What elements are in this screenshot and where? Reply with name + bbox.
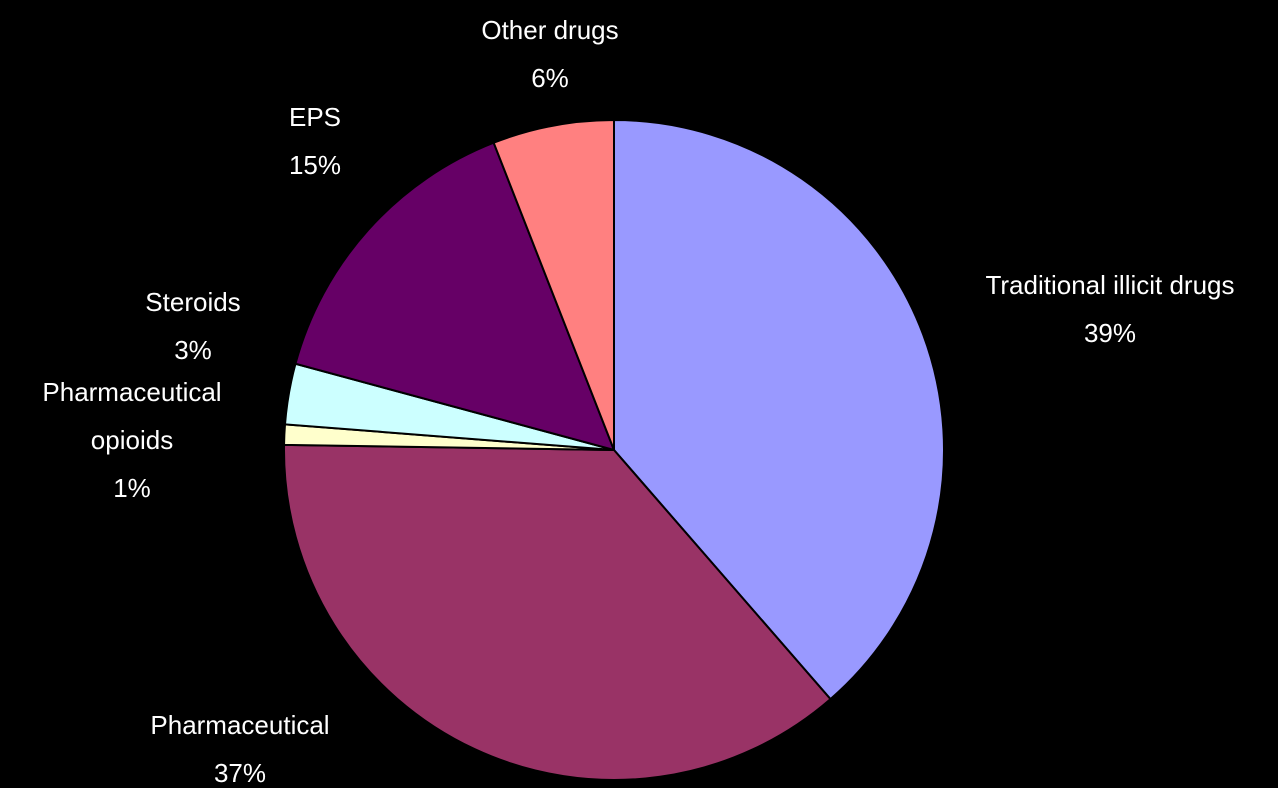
slice-value-label: 39% (1083, 318, 1137, 348)
slice-label: Other drugs (481, 15, 619, 45)
pie-slice (613, 118, 945, 701)
slice-label: Steroids (145, 287, 241, 317)
slice-label: Traditional illicit drugs (985, 270, 1235, 300)
slice-label: EPS (288, 102, 342, 132)
slice-value-label: 37% (213, 758, 267, 788)
slice-value-label: 1% (113, 473, 151, 503)
slice-value-label: 3% (174, 335, 212, 365)
pie-slice (492, 118, 615, 451)
slice-value-label: 15% (288, 150, 342, 180)
slice-value-label: 6% (531, 63, 569, 93)
pie-slice (283, 443, 832, 781)
slice-label: Pharmaceutical opioids (42, 377, 222, 455)
pie-slice (294, 141, 616, 452)
slice-label: Pharmaceutical (150, 710, 330, 740)
